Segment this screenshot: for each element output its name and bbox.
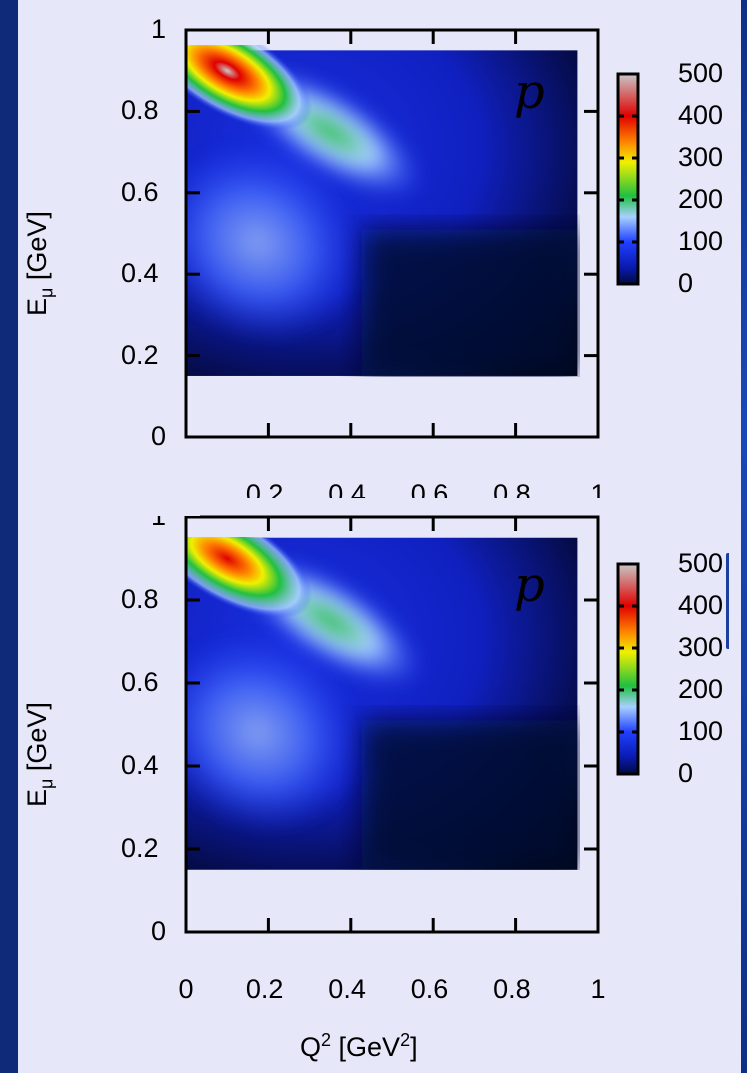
ytick-label-bottom-2: 0.4 (121, 750, 159, 780)
ytick-label-top-0: 0 (151, 421, 167, 451)
panel-label-bottom: p (514, 557, 545, 613)
slide-edge-strip (741, 0, 747, 1073)
xlabel-bottom: Q2 [GeV2] (300, 1030, 418, 1063)
ytick-label-bottom-1: 0.2 (121, 833, 159, 863)
xtick-label-bottom-3: 0.6 (410, 974, 449, 1004)
ytick-label-top-3: 0.6 (121, 176, 159, 207)
colorbar-label-top-0: 500 (678, 58, 724, 88)
colorbar-label-bottom-5: 0 (678, 758, 694, 788)
colorbar-label-top-4: 100 (678, 226, 724, 256)
xlabel-q: Q (300, 1032, 322, 1062)
xtick-label-bottom-0: 0 (178, 974, 194, 1004)
ylabel-unit-top: [GeV] (22, 210, 52, 288)
ytick-label-top-5: 1 (151, 14, 167, 44)
heatmap-top-peak-high (186, 45, 313, 131)
ytick-label-top-4: 0.8 (121, 95, 159, 126)
colorbar-label-top-5: 0 (678, 268, 694, 298)
heatmap-bottom-peak-high (186, 537, 313, 619)
plot-frame-bottom (184, 515, 600, 934)
colorbar-label-bottom-0: 500 (678, 548, 724, 578)
ylabel-unit-bottom: [GeV] (22, 701, 52, 779)
heatmap-top (186, 45, 578, 376)
xtick-label-bottom-2: 0.4 (328, 974, 366, 1004)
plot-frame-top (184, 28, 600, 439)
panel-label-top: p (514, 64, 545, 120)
top-xtick-cut-mask (186, 498, 616, 514)
ylabel-top: Eμ [GeV] (22, 211, 57, 316)
xtick-label-bottom-1: 0.2 (245, 974, 284, 1004)
heatmap-top-peak-low (186, 142, 363, 343)
colorbar-label-top-3: 200 (678, 184, 724, 214)
colorbar-label-bottom-3: 200 (678, 674, 724, 704)
ytick-label-top-1: 0.2 (121, 339, 159, 370)
heatmap-bottom-low-region (362, 720, 578, 870)
slide-bracket-decoration (726, 553, 735, 649)
ytick-label-bottom-3: 0.6 (121, 667, 159, 697)
xlabel-unit-sup: 2 (400, 1030, 411, 1050)
ylabel-sub-top: μ (36, 287, 57, 298)
xtick-label-bottom-4: 0.8 (493, 974, 531, 1004)
axis-corner-mask (130, 476, 200, 516)
ylabel-main-top: E (22, 297, 52, 316)
xlabel-unit: [GeV (331, 1032, 401, 1062)
heatmap-bottom-peak-low (186, 632, 363, 834)
ytick-label-bottom-0: 0 (151, 916, 167, 946)
heatmap-top-low-region (362, 229, 578, 376)
colorbar-label-top-2: 300 (678, 142, 724, 172)
heatmap-bottom (186, 537, 578, 870)
colorbar-label-bottom-1: 400 (678, 590, 724, 620)
ylabel-sub-bottom: μ (36, 778, 57, 789)
ylabel-bottom: Eμ [GeV] (22, 702, 57, 807)
colorbar-label-top-1: 400 (678, 100, 724, 130)
xtick-label-bottom-5: 1 (590, 974, 606, 1004)
colorbar-label-bottom-4: 100 (678, 716, 724, 746)
colorbar-top (616, 72, 640, 286)
xlabel-q-sup: 2 (321, 1030, 332, 1050)
ylabel-main-bottom: E (22, 788, 52, 807)
ytick-label-top-2: 0.4 (121, 258, 159, 289)
colorbar-bottom (616, 562, 640, 776)
ytick-label-bottom-4: 0.8 (121, 584, 159, 614)
xlabel-unit-close: ] (410, 1032, 418, 1062)
colorbar-label-bottom-2: 300 (678, 632, 724, 662)
